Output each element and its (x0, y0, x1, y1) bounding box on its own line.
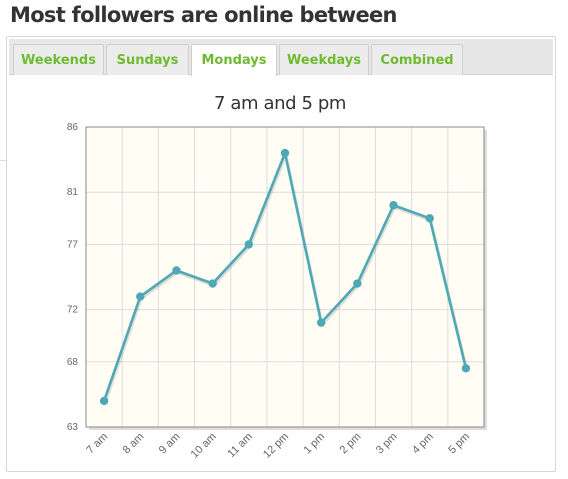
y-tick-label: 68 (67, 357, 79, 368)
x-tick-label: 1 pm (302, 431, 328, 457)
x-tick-label: 12 pm (261, 431, 291, 461)
plot-border (85, 126, 485, 428)
y-tick-label: 63 (67, 422, 79, 433)
data-point (172, 266, 181, 275)
y-tick-label: 77 (67, 239, 79, 250)
x-tick-label: 11 am (225, 431, 255, 461)
tab-sundays[interactable]: Sundays (106, 44, 189, 75)
data-point (353, 279, 362, 288)
y-tick-label: 81 (67, 187, 79, 198)
data-point (208, 279, 217, 288)
chart-title: 7 am and 5 pm (214, 93, 346, 114)
x-tick-label: 8 am (121, 431, 147, 457)
data-point (99, 396, 109, 406)
data-point (280, 148, 290, 158)
x-tick-label: 2 pm (338, 431, 364, 457)
data-point (136, 292, 145, 301)
data-point (316, 318, 326, 327)
x-tick-label: 10 am (189, 431, 219, 461)
x-tick-label: 9 am (157, 431, 183, 457)
page-title: Most followers are online between (10, 3, 397, 27)
data-point (244, 240, 254, 249)
x-tick-label: 3 pm (374, 431, 400, 457)
data-point (389, 201, 398, 210)
x-tick-label: 5 pm (446, 431, 472, 457)
y-tick-label: 86 (67, 122, 79, 133)
x-tick-label: 7 am (84, 431, 110, 457)
tab-combined[interactable]: Combined (371, 44, 463, 75)
plot-area (85, 126, 485, 428)
tab-mondays[interactable]: Mondays (191, 44, 277, 76)
tab-weekdays[interactable]: Weekdays (279, 44, 369, 75)
data-point (461, 364, 471, 373)
tab-weekends[interactable]: Weekends (13, 44, 104, 75)
tab-bar: Weekends Sundays Mondays Weekdays Combin… (9, 39, 553, 76)
x-tick-label: 4 pm (410, 431, 436, 457)
y-tick-label: 72 (67, 305, 79, 316)
data-point (425, 214, 434, 223)
divider-line (0, 160, 6, 161)
